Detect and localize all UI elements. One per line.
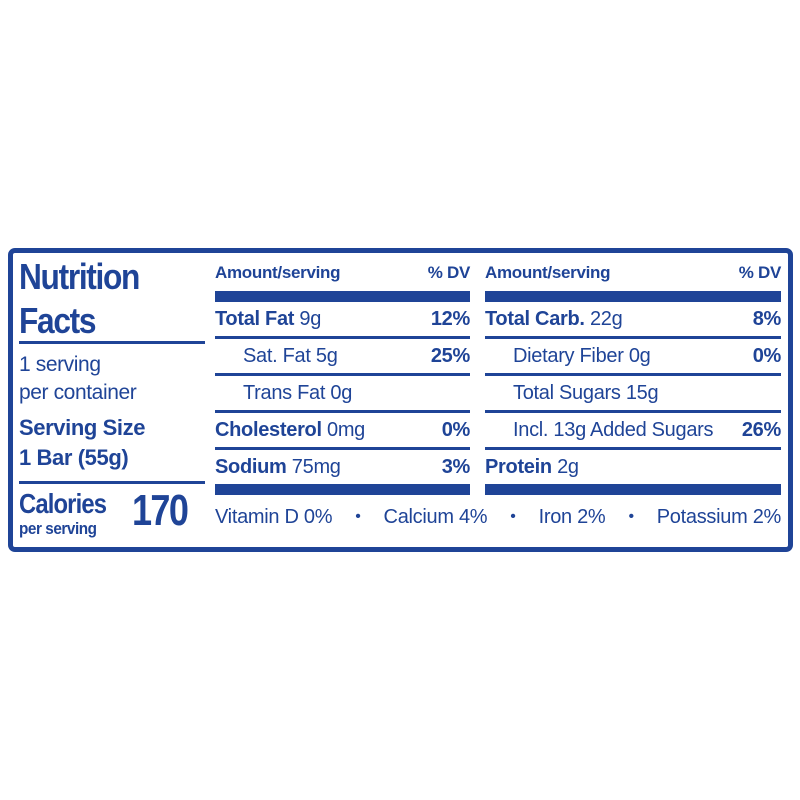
thick-bar [485, 484, 781, 495]
micronutrient-iron: Iron 2% [538, 505, 606, 528]
nutrient-dv: 26% [741, 418, 781, 441]
title-line-1: Nutrition [19, 256, 140, 297]
nutrient-dv: 12% [430, 307, 470, 330]
nutrient-name-amount: Dietary Fiber 0g [513, 344, 651, 367]
thick-bar [485, 291, 781, 302]
nutrient-row-trans-fat: Trans Fat 0g [215, 376, 470, 413]
micronutrient-calcium: Calcium 4% [383, 505, 488, 528]
nutrient-row-sat-fat: Sat. Fat 5g 25% [215, 339, 470, 376]
title-line-2: Facts [19, 300, 96, 341]
column-header: Amount/serving % DV [485, 263, 781, 291]
serving-size-value: 1 Bar (55g) [19, 445, 129, 470]
bullet-separator: • [628, 508, 634, 525]
calories-sublabel: per serving [19, 519, 97, 538]
bullet-separator: • [355, 508, 361, 525]
amount-serving-header: Amount/serving [215, 263, 341, 282]
thick-bar [215, 484, 470, 495]
label-left-panel: Nutrition Facts 1 serving per container … [19, 253, 211, 547]
nutrient-row-sodium: Sodium 75mg 3% [215, 450, 470, 484]
servings-per-container: 1 serving per container [19, 351, 137, 407]
nutrient-row-dietary-fiber: Dietary Fiber 0g 0% [485, 339, 781, 376]
thick-bar [215, 291, 470, 302]
nutrient-dv: 0% [441, 418, 471, 441]
calories-row: Calories per serving 170 [19, 486, 199, 538]
nutrient-name-amount: Total Sugars 15g [513, 381, 659, 404]
nutrient-row-total-fat: Total Fat 9g 12% [215, 302, 470, 339]
nutrient-column-fat: Amount/serving % DV Total Fat 9g 12% Sat… [215, 263, 470, 495]
nutrient-name-amount: Cholesterol 0mg [215, 418, 366, 441]
nutrient-row-protein: Protein 2g [485, 450, 781, 484]
nutrient-name-amount: Protein 2g [485, 455, 579, 478]
label-title: Nutrition Facts [19, 255, 140, 343]
serving-size: Serving Size 1 Bar (55g) [19, 413, 145, 473]
nutrient-row-added-sugars: Incl. 13g Added Sugars 26% [485, 413, 781, 450]
nutrient-row-total-carb: Total Carb. 22g 8% [485, 302, 781, 339]
nutrient-dv: 8% [752, 307, 782, 330]
column-header: Amount/serving % DV [215, 263, 470, 291]
nutrient-dv: 0% [752, 344, 782, 367]
nutrient-name-amount: Sat. Fat 5g [243, 344, 338, 367]
nutrient-column-carb: Amount/serving % DV Total Carb. 22g 8% D… [485, 263, 781, 495]
nutrient-dv: 25% [430, 344, 470, 367]
nutrient-name-amount: Trans Fat 0g [243, 381, 353, 404]
percent-dv-header: % DV [738, 263, 782, 282]
divider-above-calories [19, 481, 205, 484]
calories-value: 170 [131, 486, 189, 535]
micronutrient-potassium: Potassium 2% [656, 505, 782, 528]
nutrient-name-amount: Total Fat 9g [215, 307, 322, 330]
nutrient-row-cholesterol: Cholesterol 0mg 0% [215, 413, 470, 450]
amount-serving-header: Amount/serving [485, 263, 611, 282]
bullet-separator: • [510, 508, 516, 525]
nutrition-facts-label: Nutrition Facts 1 serving per container … [8, 248, 793, 552]
micronutrients-line: Vitamin D 0% • Calcium 4% • Iron 2% • Po… [215, 502, 781, 532]
calories-label: Calories [19, 488, 107, 519]
nutrient-name-amount: Total Carb. 22g [485, 307, 623, 330]
servings-line-2: per container [19, 381, 137, 404]
nutrient-row-total-sugars: Total Sugars 15g [485, 376, 781, 413]
nutrient-name-amount: Incl. 13g Added Sugars [513, 418, 714, 441]
serving-size-label: Serving Size [19, 415, 146, 440]
servings-line-1: 1 serving [19, 353, 101, 376]
divider-under-title [19, 341, 205, 344]
percent-dv-header: % DV [427, 263, 471, 282]
micronutrient-vitamin-d: Vitamin D 0% [215, 505, 333, 528]
calories-labels: Calories per serving [19, 488, 122, 538]
nutrient-dv: 3% [441, 455, 471, 478]
nutrient-name-amount: Sodium 75mg [215, 455, 341, 478]
